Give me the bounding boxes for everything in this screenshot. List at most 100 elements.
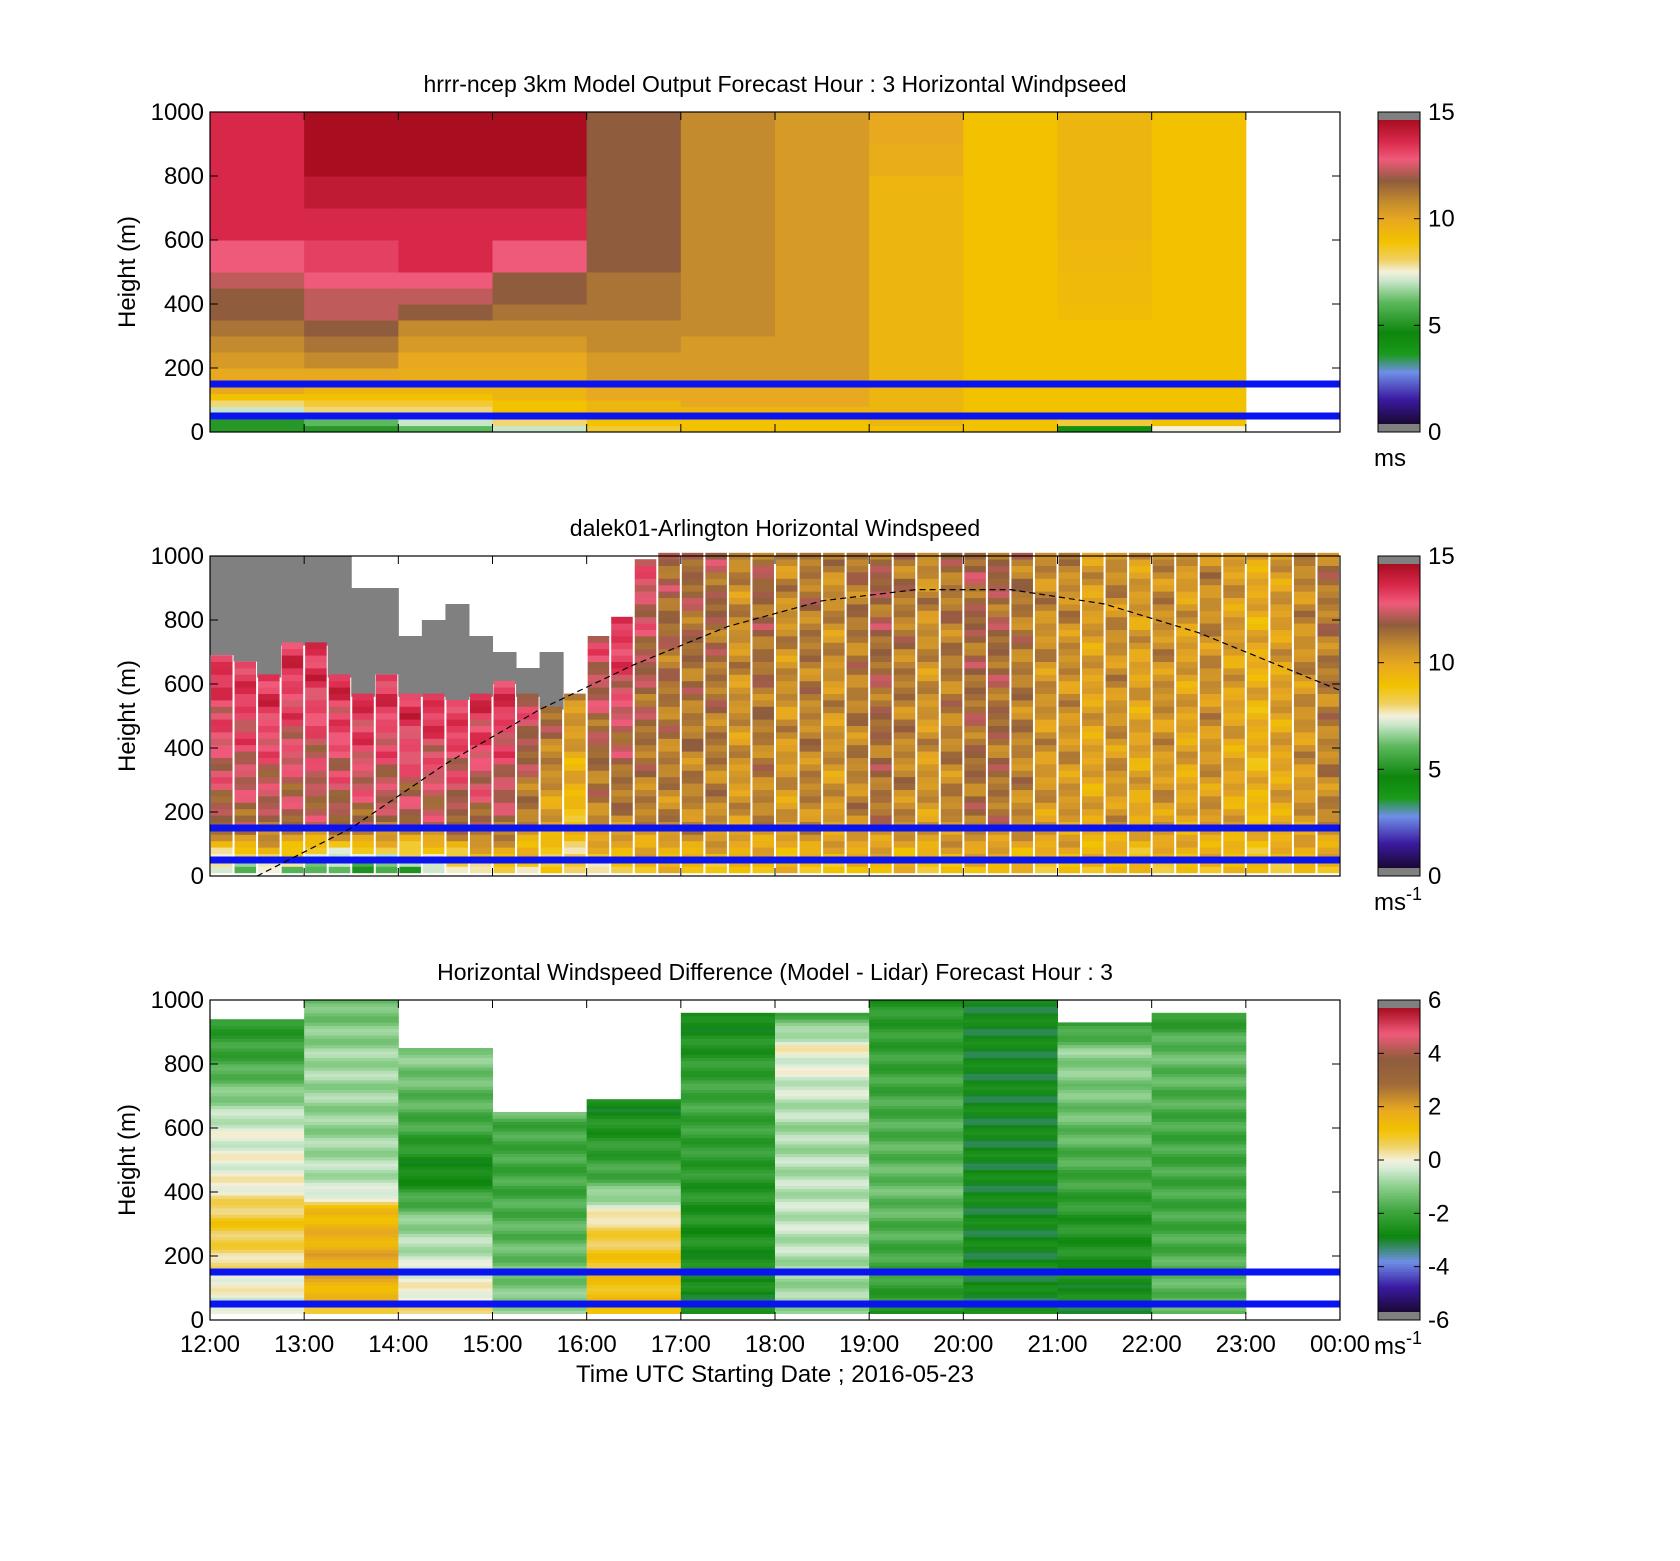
profile-cell — [1152, 629, 1175, 637]
profile-cell — [281, 840, 304, 848]
profile-cell — [681, 764, 704, 771]
profile-cell — [328, 834, 351, 842]
profile-cell — [752, 661, 774, 669]
profile-cell — [1034, 642, 1057, 650]
diff-cell — [492, 1259, 588, 1263]
profile-cell — [705, 559, 727, 566]
profile-cell — [352, 738, 374, 746]
profile-cell — [1058, 629, 1081, 637]
profile-cell — [281, 764, 304, 771]
diff-cell — [304, 1070, 399, 1074]
colorbar-segment — [1378, 1172, 1420, 1176]
profile-cell — [1293, 802, 1316, 810]
diff-cell — [304, 1259, 399, 1263]
profile-cell — [1105, 655, 1128, 662]
x-tick-label: 00:00 — [1310, 1331, 1370, 1358]
diff-cell — [963, 1195, 1058, 1199]
diff-cell — [963, 1252, 1058, 1257]
diff-cell — [1057, 1083, 1153, 1087]
profile-cell — [893, 706, 916, 714]
profile-cell — [823, 604, 845, 611]
diff-cell — [963, 1038, 1058, 1042]
profile-cell — [681, 616, 704, 624]
profile-cell — [1176, 783, 1198, 790]
diff-cell — [398, 1086, 493, 1090]
profile-cell — [940, 610, 963, 618]
profile-cell — [681, 648, 704, 656]
profile-cell — [1293, 597, 1316, 605]
profile-cell — [1011, 610, 1033, 618]
diff-cell — [398, 1160, 493, 1164]
diff-cell — [775, 1025, 870, 1030]
profile-cell — [517, 776, 539, 784]
y-tick-label: 600 — [164, 1115, 204, 1142]
colorbar-segment — [1378, 1241, 1420, 1245]
profile-cell — [611, 623, 633, 630]
difference-panel: Horizontal Windspeed Difference (Model -… — [114, 959, 1449, 1388]
profile-cell — [399, 757, 421, 765]
diff-cell — [210, 1294, 305, 1298]
diff-cell — [869, 1275, 964, 1279]
diff-cell — [304, 1102, 399, 1106]
profile-cell — [658, 712, 680, 720]
profile-cell — [728, 629, 751, 637]
y-tick-label: 1000 — [151, 543, 204, 570]
profile-cell — [281, 693, 304, 701]
profile-cell — [234, 776, 257, 784]
profile-cell — [1317, 725, 1339, 733]
colorbar-segment — [1378, 1142, 1420, 1146]
diff-cell — [304, 1185, 399, 1190]
diff-cell — [586, 1115, 682, 1119]
diff-cell — [398, 1185, 493, 1190]
diff-cell — [398, 1070, 493, 1074]
profile-cell — [1270, 706, 1292, 714]
profile-cell — [469, 700, 492, 707]
diff-cell — [398, 1099, 493, 1103]
profile-cell — [799, 744, 822, 752]
profile-cell — [446, 847, 468, 854]
profile-cell — [375, 687, 398, 694]
profile-cell — [964, 732, 986, 739]
diff-cell — [210, 1278, 305, 1282]
profile-cell — [728, 808, 751, 816]
profile-cell — [1082, 847, 1104, 854]
profile-cell — [1293, 757, 1316, 765]
profile-cell — [587, 866, 610, 874]
profile-cell — [940, 764, 963, 771]
profile-cell — [799, 584, 822, 592]
profile-cell — [799, 616, 822, 624]
profile-cell — [681, 744, 704, 752]
profile-cell — [493, 680, 516, 688]
profile-cell — [1129, 866, 1151, 874]
profile-cell — [493, 776, 516, 784]
profile-cell — [846, 610, 869, 618]
diff-cell — [1057, 1310, 1153, 1314]
profile-cell — [422, 866, 445, 874]
diff-cell — [1151, 1192, 1247, 1196]
profile-cell — [776, 693, 798, 701]
diff-cell — [963, 1172, 1058, 1177]
diff-cell — [1151, 1102, 1247, 1106]
colorbar-segment — [1378, 1114, 1420, 1118]
profile-cell — [1058, 719, 1081, 726]
profile-cell — [1082, 770, 1104, 778]
diff-cell — [1151, 1243, 1247, 1247]
diff-cell — [210, 1265, 305, 1270]
diff-cell — [1057, 1067, 1153, 1071]
heatmap-cell — [210, 272, 305, 289]
diff-cell — [492, 1185, 588, 1190]
profile-cell — [1105, 700, 1128, 707]
profile-cell — [1246, 815, 1269, 822]
profile-cell — [1129, 629, 1151, 637]
profile-cell — [1034, 616, 1057, 624]
profile-cell — [681, 680, 704, 688]
profile-cell — [469, 725, 492, 733]
diff-cell — [963, 1102, 1058, 1106]
diff-cell — [1057, 1089, 1153, 1094]
colorbar-segment — [1378, 1162, 1420, 1166]
profile-cell — [1199, 847, 1222, 854]
profile-cell — [305, 783, 327, 790]
profile-cell — [964, 687, 986, 694]
profile-cell — [987, 712, 1010, 720]
colorbar-segment — [1378, 1084, 1420, 1088]
